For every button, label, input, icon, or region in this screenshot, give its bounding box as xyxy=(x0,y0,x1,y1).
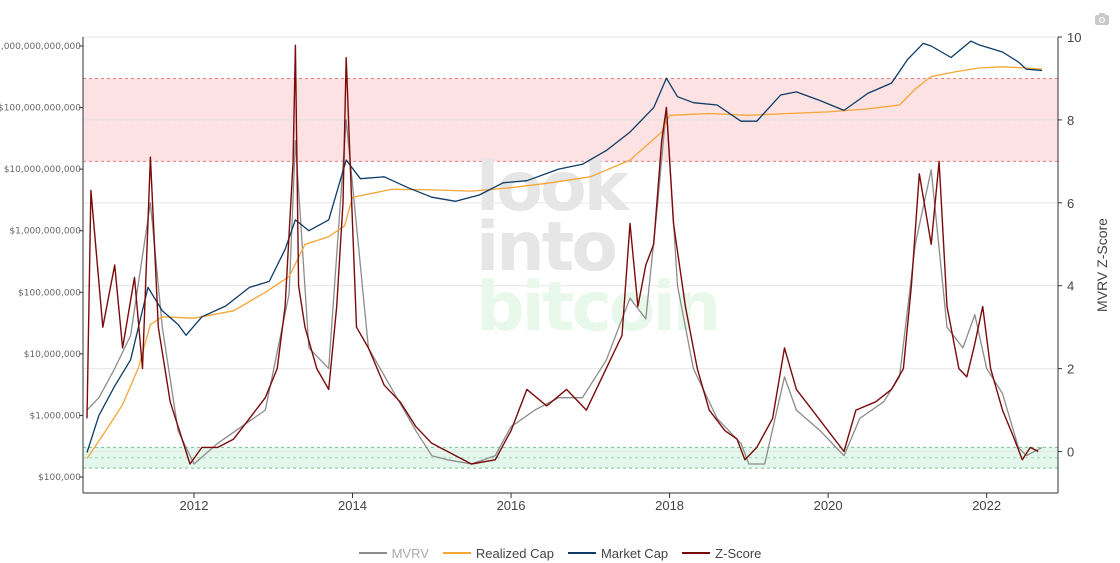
legend-label-mvrv: MVRV xyxy=(391,545,429,561)
grid-layer xyxy=(83,36,1058,453)
left-tick-label-5: $10,000,000,000 xyxy=(4,165,82,175)
series-market-cap-line xyxy=(86,40,1043,453)
left-tick-label-7: 1,000,000,000,000 xyxy=(0,42,81,52)
right-axis-title: MVRV Z-Score xyxy=(1094,218,1110,312)
watermark: look into bitcoin xyxy=(476,148,721,347)
right-tick-label-1: 2 xyxy=(1067,362,1074,377)
series-mvrv-line xyxy=(86,106,1043,465)
camera-icon[interactable] xyxy=(1094,12,1110,26)
ticks-right: 0 2 4 6 8 10 xyxy=(1058,30,1081,460)
right-tick-label-4: 8 xyxy=(1067,113,1074,128)
left-tick-label-0: $100,000 xyxy=(38,473,81,483)
legend-label-realized-cap: Realized Cap xyxy=(475,545,554,561)
left-tick-label-4: $1,000,000,000 xyxy=(9,227,81,237)
legend: MVRV Realized Cap Market Cap Z-Score xyxy=(0,542,1120,561)
x-tick-label-1: 2014 xyxy=(338,498,367,513)
axes-layer xyxy=(82,37,1059,494)
x-tick-label-4: 2020 xyxy=(814,498,843,513)
watermark-line2: into xyxy=(476,208,615,287)
legend-item-z-score[interactable]: Z-Score xyxy=(682,546,761,561)
legend-label-z-score: Z-Score xyxy=(715,545,762,561)
series-z-score-line xyxy=(86,44,1039,465)
left-tick-label-2: $10,000,000 xyxy=(24,350,82,360)
legend-swatch-market-cap xyxy=(567,552,596,554)
x-tick-label-3: 2018 xyxy=(655,498,684,513)
x-tick-label-0: 2012 xyxy=(180,498,209,513)
legend-swatch-realized-cap xyxy=(442,552,471,554)
watermark-line3: bitcoin xyxy=(476,268,718,347)
right-tick-label-5: 10 xyxy=(1067,30,1081,45)
left-tick-label-1: $1,000,000 xyxy=(29,411,81,421)
legend-swatch-z-score xyxy=(682,552,711,554)
right-tick-label-3: 6 xyxy=(1067,196,1074,211)
series-realized-cap-line xyxy=(86,66,1043,459)
legend-item-market-cap[interactable]: Market Cap xyxy=(567,545,669,561)
legend-label-market-cap: Market Cap xyxy=(600,545,669,561)
legend-swatch-mvrv xyxy=(358,552,387,554)
camera-icon-glyph xyxy=(1095,13,1109,25)
left-tick-label-3: $100,000,000 xyxy=(18,288,81,298)
right-tick-label-2: 4 xyxy=(1067,279,1074,294)
watermark-line1: look xyxy=(476,148,631,227)
chart: look into bitcoin $100,000 $1,000,000 $10,… xyxy=(0,30,1110,513)
legend-item-mvrv[interactable]: MVRV xyxy=(358,545,429,561)
right-tick-label-0: 0 xyxy=(1067,445,1074,460)
legend-item-realized-cap[interactable]: Realized Cap xyxy=(442,545,554,561)
x-tick-label-2: 2016 xyxy=(497,498,526,513)
x-tick-label-5: 2022 xyxy=(972,498,1001,513)
series-layer xyxy=(86,40,1043,465)
ticks-left: $100,000 $1,000,000 $10,000,000 $100,000,00… xyxy=(0,42,83,483)
ticks-x: 2012 2014 2016 2018 2020 2022 xyxy=(180,493,1001,513)
left-tick-label-6: $100,000,000,000 xyxy=(0,104,81,114)
